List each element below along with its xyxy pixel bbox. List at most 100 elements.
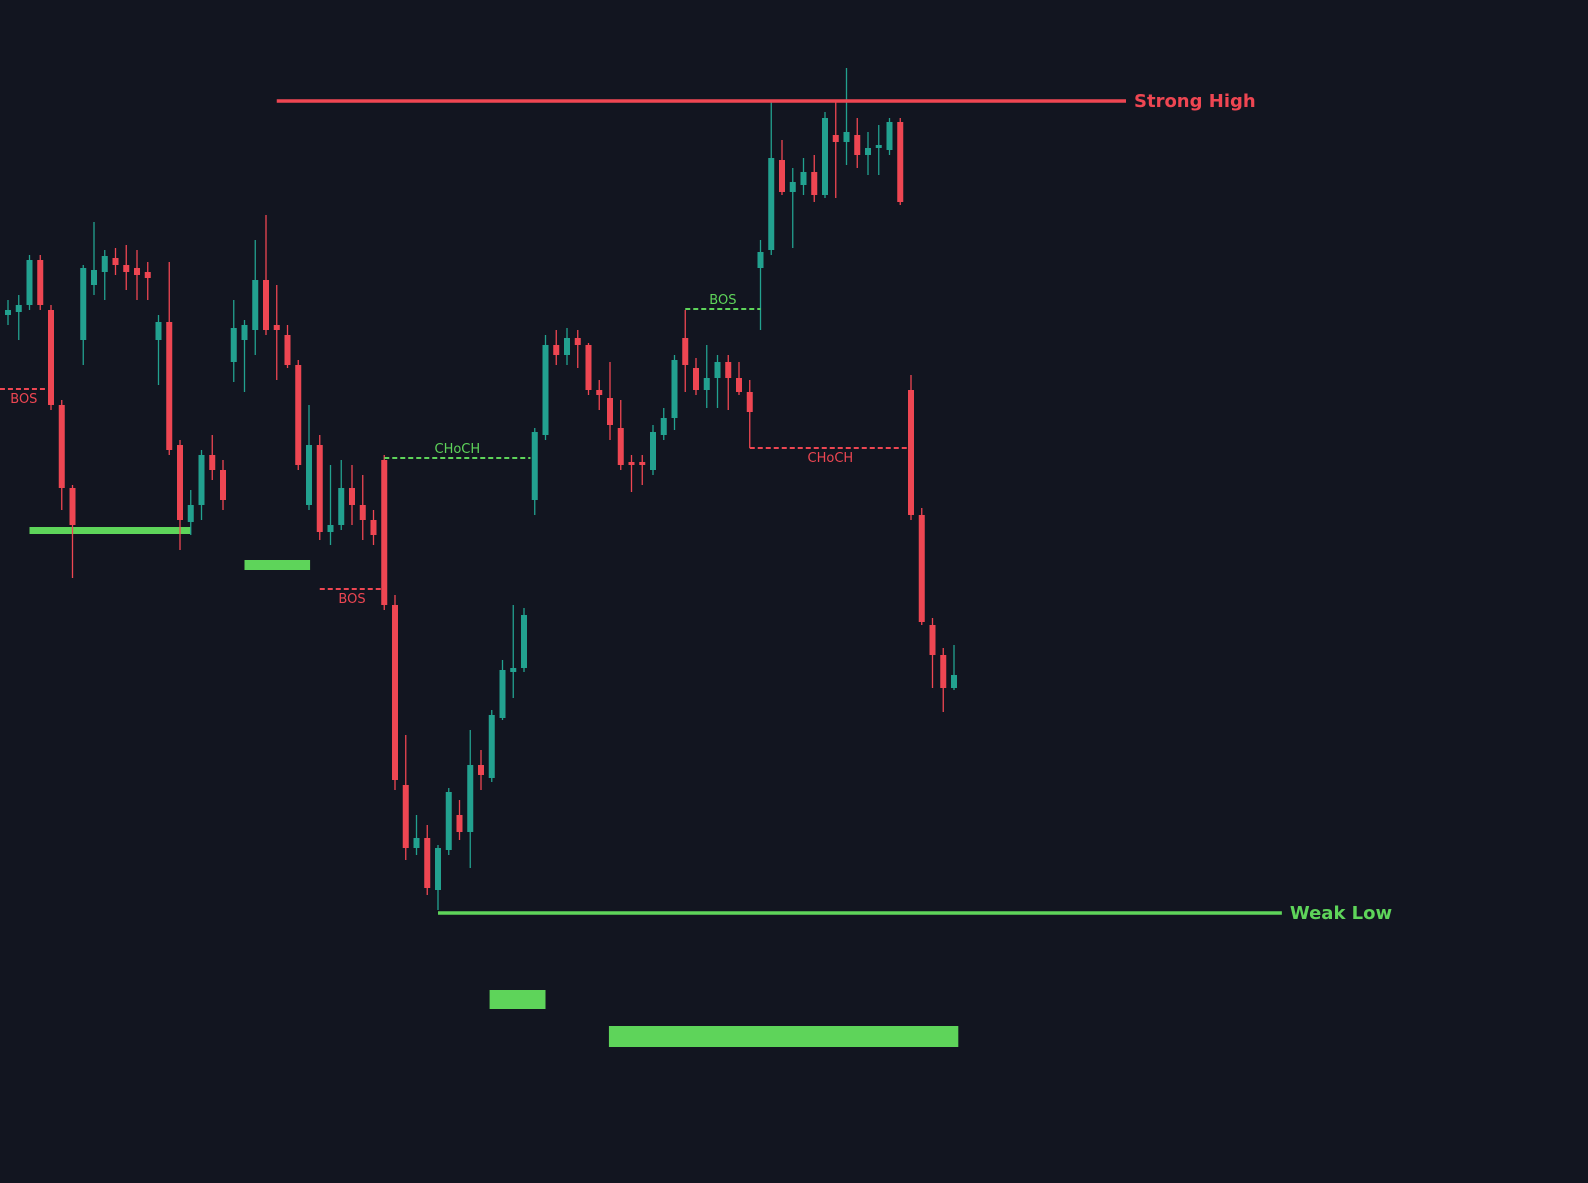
candle-body [359, 505, 366, 520]
candle-body [854, 135, 861, 155]
structure-label: BOS [10, 392, 37, 407]
zone [489, 990, 546, 1009]
zone [244, 560, 311, 570]
candle-body [714, 362, 721, 378]
candle-body [166, 322, 173, 450]
candle-body [187, 505, 194, 522]
candle-body [306, 445, 312, 505]
candle-body [241, 325, 248, 340]
candle-body [736, 378, 742, 392]
candle-body [531, 432, 538, 500]
candle-body [693, 368, 699, 390]
candle-body [467, 765, 474, 832]
candle-body [381, 460, 388, 605]
candle-body [832, 135, 839, 142]
structure-label: CHoCH [808, 451, 854, 466]
candle-body [101, 256, 108, 272]
candle-body [48, 310, 54, 405]
candle-body [435, 848, 441, 890]
candle-body [91, 270, 97, 285]
candle-body [112, 258, 119, 265]
candle-body [273, 325, 280, 330]
candle-body [295, 365, 302, 465]
candle-body [757, 252, 764, 268]
level-label: Strong High [1134, 91, 1256, 112]
candle-body [220, 470, 226, 500]
candle-body [510, 668, 517, 672]
candle-body [316, 445, 323, 532]
candle-body [134, 268, 140, 275]
candle-body [929, 625, 936, 655]
candle-body [499, 670, 506, 718]
candle-body [327, 525, 334, 532]
candle-body [703, 378, 710, 390]
candle-body [542, 345, 549, 435]
candle-body [650, 432, 656, 470]
candle-body [58, 405, 65, 488]
candle-body [123, 265, 130, 272]
candle-body [865, 148, 871, 155]
candle-body [15, 305, 22, 312]
candle-body [617, 428, 624, 465]
candle-body [230, 328, 237, 362]
candle-body [897, 122, 904, 202]
candle-body [886, 122, 893, 150]
level-label: Weak Low [1290, 903, 1392, 924]
candle-body [940, 655, 947, 688]
candle-body [843, 132, 850, 142]
candle-body [402, 785, 409, 848]
candle-body [338, 488, 345, 525]
candle-body [177, 445, 183, 520]
candle-body [800, 172, 807, 185]
candle-body [746, 392, 753, 412]
candle-body [789, 182, 796, 192]
candle-body [628, 462, 635, 465]
zone [608, 1026, 959, 1047]
candle-body [284, 335, 291, 365]
candle-body [144, 272, 151, 278]
candle-body [478, 765, 484, 775]
candle-body [596, 390, 603, 395]
candle-body [908, 390, 914, 515]
candle-body [26, 260, 33, 305]
candle-body [456, 815, 463, 832]
candle-body [553, 345, 560, 355]
candle-body [671, 360, 678, 418]
candle-body [951, 675, 957, 688]
structure-label: BOS [338, 592, 365, 607]
candle-body [252, 280, 259, 330]
candle-body [822, 118, 828, 195]
candle-body [768, 158, 775, 250]
candle-body [80, 268, 87, 340]
candle-body [445, 792, 452, 850]
candle-body [392, 605, 398, 780]
candle-body [5, 310, 11, 315]
candle-body [209, 455, 216, 470]
candle-body [424, 838, 431, 888]
candle-body [263, 280, 269, 330]
candle-body [574, 338, 581, 345]
candle-body [69, 488, 76, 525]
candle-body [779, 160, 785, 192]
candle-body [413, 838, 420, 848]
structure-label: CHoCH [435, 442, 481, 457]
structure-label: BOS [709, 293, 736, 308]
candle-body [370, 520, 377, 535]
candle-body [564, 338, 570, 355]
candle-body [37, 260, 44, 305]
candle-body [639, 462, 646, 465]
candle-body [198, 455, 205, 505]
candle-body [682, 338, 689, 365]
candle-body [488, 715, 495, 778]
candle-body [875, 145, 882, 148]
candle-body [660, 418, 667, 435]
candle-body [725, 362, 732, 378]
candle-body [585, 345, 592, 390]
candle-body [521, 615, 527, 668]
candle-body [918, 515, 925, 622]
candle-body [607, 398, 613, 425]
candle-body [811, 172, 818, 195]
